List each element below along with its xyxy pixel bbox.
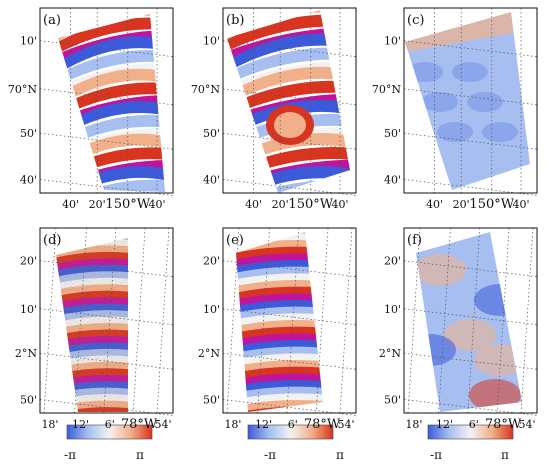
y-tick-label: 10'	[384, 303, 401, 316]
y-tick-label: 10'	[20, 303, 37, 316]
x-tick-label: 78°W	[121, 417, 158, 432]
graticule	[39, 227, 174, 416]
x-tick-label: 78°W	[304, 417, 341, 432]
x-tick-label: 40'	[149, 198, 166, 211]
x-tick-label: 6'	[105, 418, 115, 431]
x-tick-label: 12'	[255, 418, 272, 431]
panel-label: (a)	[43, 13, 61, 28]
x-tick-label: 6'	[469, 418, 479, 431]
panel-b: (b)	[222, 7, 357, 194]
y-tick-label: 50'	[20, 127, 37, 140]
x-tick-label: 12'	[436, 418, 453, 431]
x-tick-label: 40'	[513, 198, 530, 211]
x-tick-label: 150°W	[469, 197, 514, 212]
interferogram-d: 20' 10' 2°N 50' 18' 12' 6' 78°W54'	[15, 227, 174, 432]
colorbar-max-label: π	[501, 448, 509, 462]
panel-a: (a)	[39, 7, 174, 194]
interferogram-c: 10'70°N50'40'40' 20' 150°W40'	[372, 8, 538, 212]
colorbar-max-label: π	[136, 448, 144, 462]
x-tick-label: 54'	[154, 418, 171, 431]
graticule	[39, 8, 174, 196]
x-tick-label: 12'	[72, 418, 89, 431]
panel-label: (c)	[407, 13, 424, 28]
y-tick-label: 20'	[20, 255, 37, 268]
y-tick-label: 10'	[384, 35, 401, 48]
interferogram-f: 20' 10' 2°N 50' 18' 12' 6' 78°W54'	[379, 227, 538, 432]
x-tick-label: 18'	[41, 418, 58, 431]
x-tick-label: 54'	[337, 418, 354, 431]
x-tick-label: 40'	[245, 198, 262, 211]
x-tick-label: 20'	[272, 198, 289, 211]
y-tick-label: 10'	[203, 35, 220, 48]
x-tick-label: 40'	[332, 198, 349, 211]
y-tick-label: 2°N	[198, 347, 220, 360]
panel-e: (e)	[222, 227, 357, 414]
panel-f: (f)	[403, 227, 538, 414]
y-tick-label: 10'	[203, 303, 220, 316]
y-tick-label: 50'	[20, 393, 37, 406]
y-tick-label: 2°N	[15, 347, 37, 360]
interferogram-e: 20' 10' 2°N 50' 18' 12' 6' 78°W54'	[198, 227, 357, 432]
graticule	[403, 8, 538, 196]
y-tick-label: 50'	[384, 393, 401, 406]
colorbar-1: -π π	[64, 424, 153, 462]
y-tick-label: 70°N	[372, 83, 401, 96]
graticule	[222, 227, 357, 416]
colorbar-max-label: π	[336, 448, 344, 462]
x-tick-label: 150°W	[288, 197, 333, 212]
y-tick-label: 50'	[203, 393, 220, 406]
x-tick-label: 150°W	[105, 197, 150, 212]
colorbar-min-label: -π	[64, 448, 76, 462]
x-tick-label: 18'	[224, 418, 241, 431]
x-tick-label: 20'	[89, 198, 106, 211]
colorbar-min-label: -π	[264, 448, 276, 462]
panel-c: (c)	[403, 7, 538, 194]
x-tick-label: 78°W	[485, 417, 522, 432]
x-tick-label: 40'	[62, 198, 79, 211]
panel-label: (d)	[43, 233, 61, 248]
y-tick-label: 70°N	[8, 83, 37, 96]
y-tick-label: 20'	[203, 255, 220, 268]
y-tick-label: 40'	[20, 173, 37, 186]
graticule	[403, 227, 538, 416]
x-tick-label: 20'	[453, 198, 470, 211]
interferogram-b: 10'70°N50'40'40' 20' 150°W40'	[191, 8, 357, 212]
panel-label: (b)	[226, 13, 244, 28]
colorbar-2: -π π	[247, 424, 344, 462]
panel-label: (e)	[226, 233, 244, 248]
y-tick-label: 40'	[384, 173, 401, 186]
y-tick-label: 20'	[384, 255, 401, 268]
y-tick-label: 50'	[384, 127, 401, 140]
graticule	[222, 8, 357, 196]
interferogram-a: 10'70°N50'40'40' 20' 150°W40'	[8, 8, 174, 212]
panel-d: (d)	[39, 227, 174, 414]
panel-label: (f)	[407, 233, 422, 248]
colorbar-3: -π π	[427, 424, 514, 462]
x-tick-label: 18'	[405, 418, 422, 431]
y-tick-label: 2°N	[379, 347, 401, 360]
x-tick-label: 6'	[288, 418, 298, 431]
y-tick-label: 40'	[203, 173, 220, 186]
x-tick-label: 54'	[518, 418, 535, 431]
y-tick-label: 50'	[203, 127, 220, 140]
colorbar-min-label: -π	[430, 448, 442, 462]
y-tick-label: 70°N	[191, 83, 220, 96]
x-tick-label: 40'	[426, 198, 443, 211]
y-tick-label: 10'	[20, 35, 37, 48]
